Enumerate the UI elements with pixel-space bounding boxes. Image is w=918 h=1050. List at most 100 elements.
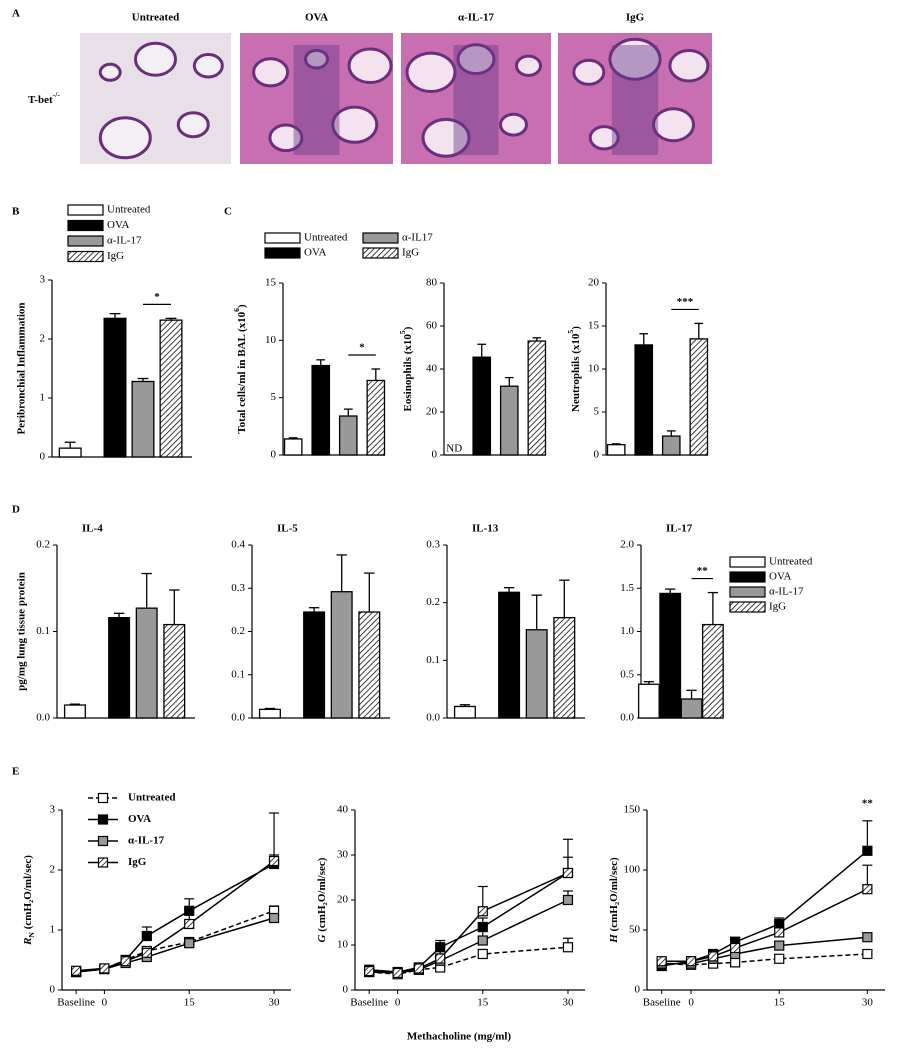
tissue-structure [331, 105, 379, 144]
y-axis-label: G (cmH₂O/ml/sec) [316, 857, 328, 942]
bar [606, 444, 626, 456]
legend-label: OVA [128, 813, 151, 825]
bar [366, 379, 386, 456]
y-tick-label: 0 [635, 984, 641, 996]
y-tick-label: 0.0 [426, 712, 440, 724]
marker [268, 855, 280, 867]
legend-swatch [729, 556, 766, 568]
column-title: Untreated [132, 12, 179, 24]
legend-marker [97, 857, 109, 868]
marker [141, 947, 152, 958]
label-part: N [27, 932, 36, 938]
legend-marker [97, 835, 109, 847]
tissue-structure [268, 123, 304, 153]
y-tick-label: 15 [588, 320, 600, 332]
x-tick-label: 0 [102, 997, 108, 1009]
value-label: ND [446, 443, 462, 455]
label-part: 6 [232, 308, 241, 312]
marker [708, 951, 719, 962]
x-tick-label: Baseline [643, 997, 681, 1009]
tissue-structure [456, 43, 496, 76]
bar [338, 415, 358, 456]
bar [499, 385, 519, 456]
panel-letter: D [12, 504, 20, 516]
series-line [369, 872, 569, 973]
legend-swatch [729, 601, 766, 613]
histology-image [558, 33, 712, 164]
legend-swatch [362, 247, 399, 259]
y-tick-label: 0.1 [231, 668, 245, 680]
x-tick-label: 30 [862, 997, 874, 1009]
marker [184, 905, 195, 916]
y-tick-label: 1 [50, 924, 56, 936]
legend-label: α-IL-17 [128, 835, 165, 847]
marker [685, 956, 697, 967]
y-axis-label: RN (cmH₂O/ml/sec) [22, 855, 37, 946]
significance-label: *** [677, 296, 694, 308]
y-tick-label: 100 [624, 864, 641, 876]
bar [258, 708, 281, 719]
bar [689, 338, 709, 456]
series-line [369, 899, 569, 974]
tissue-structure [405, 51, 457, 94]
bar [131, 380, 155, 458]
legend-label: α-IL17 [402, 232, 433, 244]
y-tick-label: 10 [588, 363, 600, 375]
chart-title: IL-4 [82, 523, 103, 535]
marker [120, 956, 131, 967]
histology-image [240, 33, 393, 164]
chart-title: IL-17 [666, 523, 693, 535]
legend-swatch [67, 204, 104, 216]
label-part: (cmH₂O/ml/sec) [22, 855, 34, 932]
marker [435, 942, 446, 953]
bar [108, 617, 131, 719]
y-tick-label: 2.0 [620, 539, 634, 551]
bar [135, 607, 158, 719]
significance-label: ** [697, 565, 709, 577]
label-part: ) [570, 326, 582, 330]
legend-label: IgG [769, 601, 786, 613]
bar [661, 435, 681, 456]
marker [774, 940, 785, 951]
bar [63, 704, 86, 719]
label-part: ) [236, 304, 248, 308]
tissue-structure [421, 117, 471, 158]
bar [159, 319, 183, 458]
series-line [661, 888, 868, 962]
y-tick-label: 0 [271, 449, 277, 461]
tissue-structure [515, 54, 542, 77]
legend-label: IgG [402, 247, 419, 259]
series-line [76, 910, 275, 973]
marker [562, 894, 574, 906]
marker [562, 942, 574, 953]
x-tick-label: 15 [184, 997, 196, 1009]
legend-label: IgG [128, 856, 147, 868]
tissue-structure [192, 53, 224, 79]
y-tick-label: 0.5 [620, 668, 634, 680]
legend-label: Untreated [769, 556, 813, 568]
label-part: Neutrophils (x10 [570, 333, 582, 412]
y-tick-label: 0.2 [36, 539, 50, 551]
marker [71, 965, 82, 976]
row-label: T-bet-/- [28, 90, 60, 105]
x-tick-label: 0 [688, 997, 694, 1009]
marker [774, 927, 785, 938]
bar [472, 356, 492, 456]
marker [268, 912, 280, 924]
tissue-structure [304, 48, 329, 70]
legend-label: OVA [304, 247, 326, 259]
legend-marker [97, 792, 109, 804]
marker [477, 906, 488, 917]
bar [637, 683, 660, 719]
bar [330, 591, 353, 719]
bar [680, 698, 703, 719]
bar [701, 623, 724, 719]
bar [163, 623, 186, 719]
x-tick-label: Baseline [57, 997, 95, 1009]
y-tick-label: 40 [337, 804, 349, 816]
chart-title: IL-5 [277, 523, 298, 535]
tissue-structure [98, 116, 152, 160]
marker [392, 967, 403, 979]
tissue-structure [98, 62, 122, 82]
x-tick-label: Baseline [350, 997, 388, 1009]
